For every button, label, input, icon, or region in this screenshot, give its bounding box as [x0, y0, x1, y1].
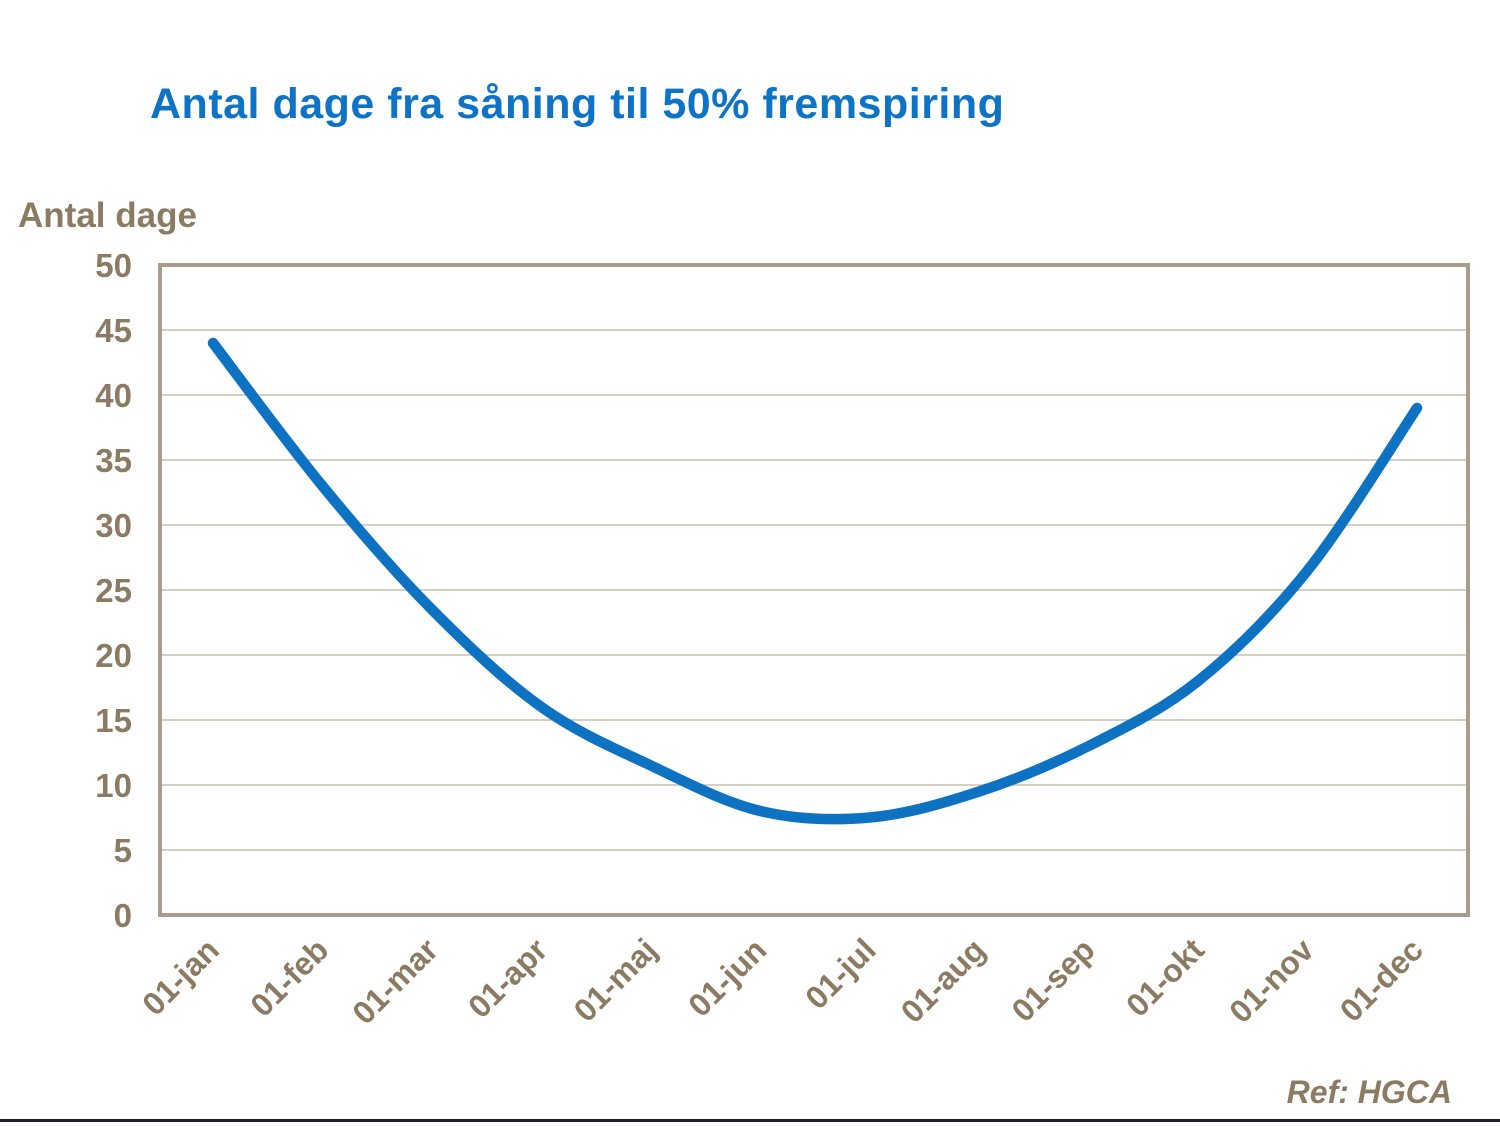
x-tick-label-01-mar: 01-mar [345, 931, 445, 1031]
x-tick-label-01-aug: 01-aug [894, 931, 992, 1029]
x-tick-label-01-sep: 01-sep [1004, 931, 1101, 1028]
page-title: Antal dage fra såning til 50% fremspirin… [150, 80, 1005, 128]
x-tick-label-01-maj: 01-maj [567, 931, 664, 1028]
reference-label: Ref: HGCA [1286, 1074, 1452, 1110]
y-tick-label-25: 25 [95, 572, 132, 609]
y-tick-label-0: 0 [114, 897, 132, 934]
y-tick-label-15: 15 [95, 702, 132, 739]
y-tick-label-40: 40 [95, 377, 132, 414]
x-tick-label-01-dec: 01-dec [1333, 931, 1430, 1028]
plot-frame [158, 263, 1470, 917]
x-tick-label-01-jun: 01-jun [681, 931, 773, 1023]
footer-bar [0, 1119, 1500, 1122]
y-tick-label-35: 35 [95, 442, 132, 479]
y-tick-label-45: 45 [95, 312, 132, 349]
y-tick-label-10: 10 [95, 767, 132, 804]
x-tick-label-01-feb: 01-feb [243, 931, 335, 1023]
x-tick-label-01-nov: 01-nov [1222, 931, 1321, 1030]
y-tick-label-30: 30 [95, 507, 132, 544]
x-tick-label-01-jan: 01-jan [135, 931, 226, 1022]
y-tick-label-20: 20 [95, 637, 132, 674]
y-axis-title: Antal dage [18, 196, 197, 235]
x-tick-label-01-jul: 01-jul [798, 931, 883, 1016]
y-tick-label-5: 5 [114, 832, 132, 869]
x-tick-label-01-apr: 01-apr [461, 931, 554, 1024]
y-tick-label-50: 50 [95, 247, 132, 284]
emergence-curve [207, 337, 1423, 825]
x-tick-label-01-okt: 01-okt [1119, 931, 1211, 1023]
